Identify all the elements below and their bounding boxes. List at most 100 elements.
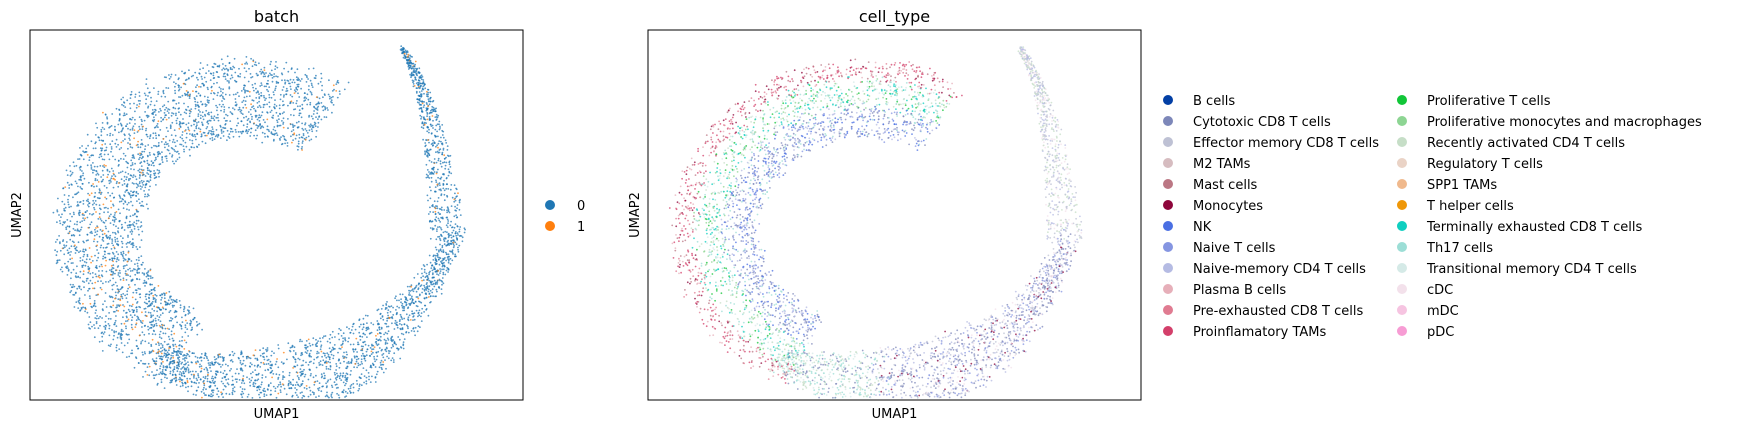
scatter-point — [349, 387, 352, 390]
scatter-point — [195, 389, 198, 392]
scatter-point — [441, 280, 444, 283]
scatter-point — [170, 317, 172, 319]
scatter-point — [222, 360, 225, 362]
scatter-point — [241, 101, 244, 103]
scatter-point — [79, 257, 82, 259]
scatter-point — [256, 90, 259, 92]
scatter-point — [229, 353, 232, 356]
scatter-point — [176, 364, 178, 367]
scatter-point — [294, 384, 297, 386]
scatter-point — [191, 133, 194, 136]
scatter-point — [213, 363, 216, 366]
scatter-point — [86, 164, 89, 167]
scatter-point — [141, 322, 144, 324]
scatter-point — [382, 371, 385, 374]
scatter-point — [165, 118, 168, 121]
scatter-point — [416, 296, 419, 298]
scatter-point — [335, 369, 337, 371]
scatter-point — [181, 94, 184, 97]
scatter-point — [417, 288, 420, 291]
scatter-point — [183, 367, 186, 370]
scatter-point — [428, 271, 431, 274]
scatter-point — [175, 384, 178, 386]
scatter-point — [114, 233, 117, 235]
scatter-point — [169, 358, 172, 360]
scatter-point — [110, 146, 113, 148]
scatter-point — [72, 234, 75, 236]
scatter-point — [183, 368, 186, 371]
scatter-point — [123, 322, 126, 325]
scatter-point — [139, 185, 142, 188]
scatter-point — [430, 283, 433, 286]
scatter-point — [188, 112, 191, 115]
scatter-point — [178, 111, 180, 114]
scatter-point — [148, 189, 150, 191]
scatter-point — [455, 196, 458, 198]
scatter-point — [79, 250, 82, 253]
scatter-point — [414, 77, 417, 79]
scatter-point — [69, 165, 71, 167]
scatter-point — [213, 138, 216, 141]
scatter-point — [206, 369, 209, 372]
scatter-point — [455, 188, 458, 191]
scatter-point — [259, 396, 261, 399]
scatter-point — [257, 124, 259, 127]
scatter-point — [236, 124, 238, 127]
scatter-point — [342, 337, 344, 340]
scatter-point — [112, 264, 115, 266]
scatter-point — [364, 359, 367, 362]
scatter-point — [254, 379, 257, 382]
scatter-point — [261, 141, 264, 144]
scatter-point — [238, 108, 241, 111]
scatter-point — [457, 250, 460, 253]
scatter-point — [436, 200, 439, 203]
scatter-point — [366, 314, 369, 317]
scatter-point — [127, 226, 129, 229]
scatter-point — [295, 134, 298, 137]
scatter-point — [366, 322, 368, 324]
scatter-point — [149, 283, 152, 286]
scatter-point — [73, 165, 76, 168]
scatter-point — [361, 362, 363, 365]
scatter-point — [452, 253, 454, 255]
scatter-point — [230, 74, 233, 77]
scatter-point — [196, 76, 198, 79]
scatter-point — [342, 389, 345, 391]
scatter-point — [107, 207, 109, 210]
scatter-point — [451, 226, 453, 229]
scatter-point — [434, 246, 437, 249]
scatter-point — [284, 82, 286, 85]
scatter-point — [155, 360, 158, 363]
scatter-point — [386, 337, 389, 340]
scatter-point — [152, 132, 155, 135]
scatter-point — [180, 353, 183, 355]
scatter-point — [299, 385, 301, 388]
scatter-point — [385, 346, 388, 349]
scatter-point — [122, 257, 125, 259]
scatter-point — [310, 92, 313, 94]
scatter-point — [102, 111, 104, 114]
scatter-point — [362, 332, 365, 335]
scatter-point — [342, 332, 345, 335]
scatter-point — [450, 220, 452, 223]
scatter-point — [301, 340, 303, 343]
scatter-point — [146, 116, 149, 119]
scatter-point — [297, 396, 299, 398]
scatter-point — [118, 290, 121, 293]
scatter-point — [164, 108, 166, 111]
scatter-point — [441, 134, 444, 136]
scatter-point — [116, 336, 119, 339]
scatter-point — [110, 177, 113, 180]
scatter-point — [337, 332, 340, 335]
scatter-point — [426, 130, 429, 133]
scatter-point — [147, 194, 150, 197]
scatter-point — [222, 372, 225, 375]
scatter-point — [166, 343, 169, 346]
scatter-point — [178, 127, 181, 130]
scatter-point — [164, 304, 167, 306]
scatter-point — [263, 395, 266, 398]
scatter-point — [136, 265, 139, 267]
scatter-point — [111, 259, 114, 262]
scatter-point — [311, 86, 314, 88]
scatter-point — [446, 195, 449, 198]
